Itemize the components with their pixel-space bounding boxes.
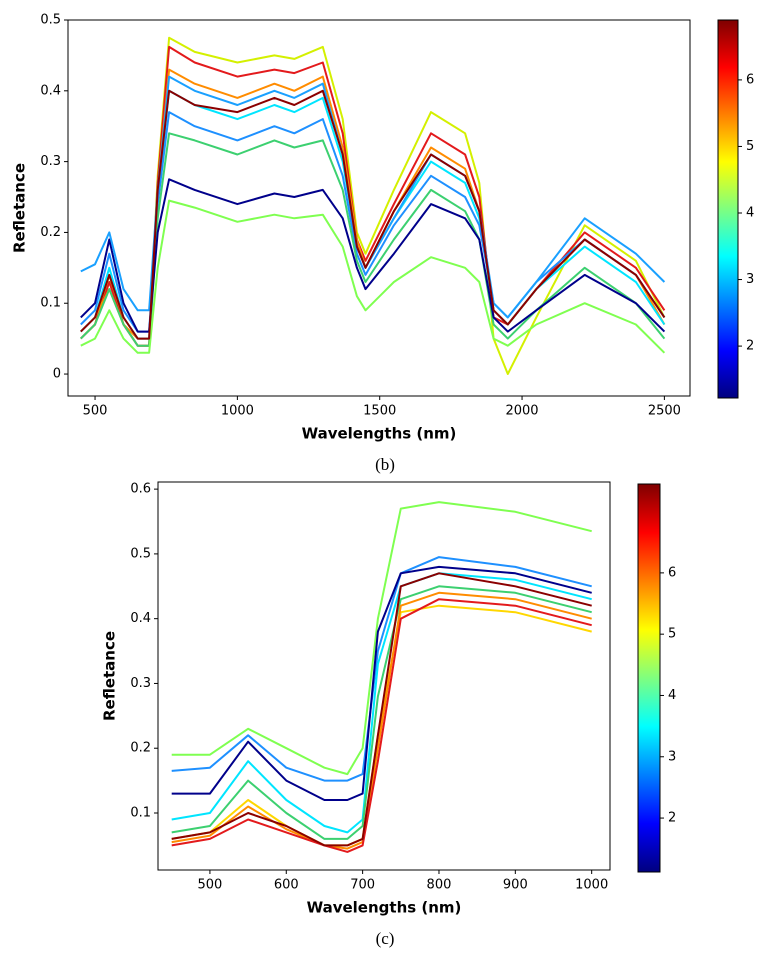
spectrum-line <box>171 591 592 850</box>
spectrum-line <box>80 178 666 333</box>
x-tick-label: 700 <box>350 878 375 893</box>
colorbar-tick-label: 5 <box>668 627 676 642</box>
colorbar-tick-label: 2 <box>746 339 754 354</box>
y-tick-label: 0.3 <box>40 154 61 169</box>
y-tick-label: 0.2 <box>40 225 61 240</box>
colorbar-tick-label: 6 <box>746 72 754 87</box>
spectrum-line <box>171 572 592 847</box>
axes-frame <box>67 19 691 397</box>
y-tick-label: 0.4 <box>40 83 61 98</box>
y-tick-label: 0.5 <box>40 13 61 28</box>
spectrum-line <box>171 572 592 834</box>
x-tick-label: 2500 <box>648 404 681 419</box>
spectrum-line <box>171 501 592 776</box>
x-tick-label: 500 <box>83 404 108 419</box>
colorbar-tick-label: 4 <box>668 688 676 703</box>
plot-area <box>80 36 666 375</box>
caption: (b) <box>375 455 395 474</box>
colorbar-tick-label: 4 <box>746 205 754 220</box>
y-axis-title: Refletance <box>101 631 119 721</box>
caption: (c) <box>376 929 395 948</box>
axes-frame <box>157 481 611 871</box>
x-tick-label: 800 <box>427 878 452 893</box>
plot-area <box>171 501 592 853</box>
colorbar-tick-label: 2 <box>668 811 676 826</box>
x-tick-label: 1000 <box>575 878 608 893</box>
y-tick-label: 0.3 <box>130 676 151 691</box>
x-tick-label: 2000 <box>505 404 538 419</box>
colorbar-tick-label: 6 <box>668 565 676 580</box>
colorbar-tick-label: 5 <box>746 139 754 154</box>
y-axis-title: Refletance <box>11 163 29 253</box>
spectrum-line <box>171 565 592 801</box>
spectrum-line <box>171 585 592 840</box>
spectrum-line <box>171 598 592 853</box>
x-tick-label: 500 <box>198 878 223 893</box>
y-tick-label: 0 <box>53 367 61 382</box>
spectrum-line <box>80 89 666 340</box>
colorbar-tick-label: 3 <box>746 272 754 287</box>
x-tick-label: 1000 <box>221 404 254 419</box>
y-tick-label: 0.5 <box>130 546 151 561</box>
y-tick-label: 0.2 <box>130 741 151 756</box>
y-tick-label: 0.4 <box>130 611 151 626</box>
x-tick-label: 1500 <box>363 404 396 419</box>
y-tick-label: 0.6 <box>130 482 151 497</box>
colorbar <box>637 483 661 873</box>
spectrum-line <box>171 556 592 782</box>
x-tick-label: 900 <box>503 878 528 893</box>
colorbar <box>717 19 739 399</box>
x-axis-title: Wavelengths (nm) <box>302 425 457 443</box>
y-tick-label: 0.1 <box>40 296 61 311</box>
spectrum-line <box>80 199 666 354</box>
x-tick-label: 600 <box>274 878 299 893</box>
y-tick-label: 0.1 <box>130 805 151 820</box>
spectrum-line <box>80 132 666 347</box>
x-axis-title: Wavelengths (nm) <box>307 899 462 917</box>
spectrum-line <box>80 89 666 340</box>
colorbar-tick-label: 3 <box>668 749 676 764</box>
spectrum-line <box>80 75 666 319</box>
